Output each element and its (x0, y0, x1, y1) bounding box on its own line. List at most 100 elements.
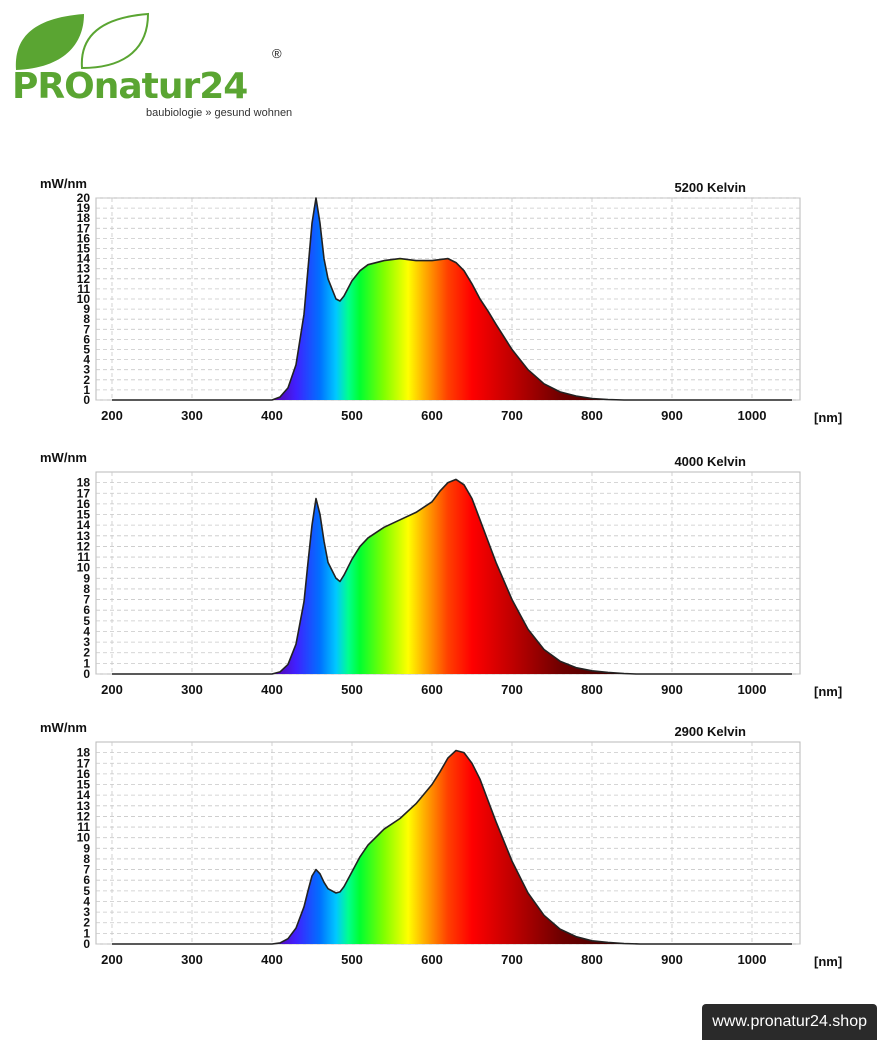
kelvin-annotation: 2900 Kelvin (674, 724, 746, 739)
y-tick-label: 20 (77, 191, 91, 205)
y-tick-label: 11 (77, 282, 90, 296)
y-tick-label: 2 (83, 373, 90, 387)
spectrum-line (112, 197, 792, 401)
y-tick-label: 18 (77, 211, 91, 225)
y-axis-label: mW/nm (40, 450, 87, 465)
y-tick-label: 10 (77, 561, 91, 575)
y-tick-label: 6 (83, 873, 90, 887)
chart-svg: 200 300 400 500 600 700 800 900 1000012345678910… (40, 450, 842, 699)
y-tick-label: 15 (77, 778, 91, 792)
x-tick-label: 200 (101, 408, 123, 423)
x-tick-label: 400 (261, 408, 283, 423)
spectrum-chart-3: 200 300 400 500 600 700 800 900 1000 0 1 2 3 4 5 6 7 8 9 10… (0, 712, 884, 974)
y-tick-label: 17 (77, 756, 91, 770)
y-tick-label: 12 (77, 272, 91, 286)
x-tick-label: 300 (181, 952, 203, 967)
x-tick-label: 500 (341, 952, 363, 967)
kelvin-annotation: 4000 Kelvin (674, 454, 746, 469)
y-tick-label: 13 (77, 799, 91, 813)
x-axis-label: [nm] (814, 684, 842, 699)
spectrum-chart-2: 200 300 400 500 600 700 800 900 1000 0 1 2 3 4 5 6 7 8 9 10… (0, 442, 884, 704)
y-tick-label: 14 (77, 518, 91, 532)
y-tick-label: 13 (77, 529, 91, 543)
x-axis-label: [nm] (814, 954, 842, 969)
y-tick-label: 5 (83, 343, 90, 357)
y-tick-label: 0 (83, 937, 90, 951)
y-tick-label: 9 (83, 841, 90, 855)
x-tick-label: 900 (661, 952, 683, 967)
y-tick-label: 5 (83, 884, 90, 898)
y-tick-label: 2 (83, 646, 90, 660)
y-tick-label: 10 (77, 292, 91, 306)
y-tick-label: 0 (83, 667, 90, 681)
x-tick-label: 700 (501, 952, 523, 967)
x-tick-label: 700 (501, 408, 523, 423)
y-tick-label: 4 (83, 353, 90, 367)
chart-svg: 200 300 400 500 600 700 800 900 1000012345678910… (40, 176, 842, 425)
x-tick-label: 700 (501, 682, 523, 697)
leaf-icon (15, 12, 150, 70)
x-tick-label: 400 (261, 682, 283, 697)
x-tick-label: 300 (181, 682, 203, 697)
x-tick-label: 600 (421, 682, 443, 697)
y-axis-label: mW/nm (40, 720, 87, 735)
y-tick-label: 15 (77, 242, 91, 256)
y-tick-label: 16 (77, 497, 91, 511)
y-tick-label: 18 (77, 476, 91, 490)
website-badge[interactable]: www.pronatur24.shop (702, 1004, 877, 1040)
registered-mark: ® (272, 46, 282, 61)
y-tick-label: 3 (83, 905, 90, 919)
y-tick-label: 14 (77, 788, 91, 802)
x-tick-label: 500 (341, 682, 363, 697)
y-tick-label: 17 (77, 221, 91, 235)
y-tick-label: 12 (77, 809, 91, 823)
y-tick-label: 3 (83, 363, 90, 377)
y-tick-label: 1 (83, 383, 90, 397)
x-tick-label: 300 (181, 408, 203, 423)
x-tick-label: 500 (341, 408, 363, 423)
y-tick-label: 16 (77, 231, 91, 245)
spectrum-area (112, 198, 792, 400)
chart-svg: 200 300 400 500 600 700 800 900 1000012345678910… (40, 720, 842, 969)
x-tick-label: 900 (661, 682, 683, 697)
y-tick-label: 16 (77, 767, 91, 781)
y-tick-label: 14 (77, 252, 91, 266)
y-tick-label: 4 (83, 894, 90, 908)
y-tick-label: 13 (77, 262, 91, 276)
x-tick-label: 800 (581, 682, 603, 697)
y-tick-label: 1 (83, 926, 90, 940)
x-tick-label: 800 (581, 952, 603, 967)
y-tick-label: 15 (77, 508, 91, 522)
y-tick-label: 10 (77, 831, 91, 845)
y-tick-label: 1 (83, 656, 90, 670)
tagline: baubiologie » gesund wohnen (146, 107, 293, 119)
x-tick-label: 400 (261, 952, 283, 967)
y-tick-label: 9 (83, 302, 90, 316)
x-axis-label: [nm] (814, 410, 842, 425)
spectrum-chart-1: 200 300 400 500 600 700 800 900 1000 0 1 2 3 4 5 6 7 8 9 10… (0, 168, 884, 430)
y-tick-label: 2 (83, 916, 90, 930)
spectrum-line (112, 749, 792, 945)
x-tick-label: 1000 (738, 682, 767, 697)
brand-name: PROnatur24 (12, 66, 248, 107)
y-tick-label: 18 (77, 746, 91, 760)
spectrum-area (112, 750, 792, 944)
kelvin-annotation: 5200 Kelvin (674, 180, 746, 195)
x-tick-label: 600 (421, 408, 443, 423)
y-tick-label: 7 (83, 322, 90, 336)
spectrum-area (112, 479, 792, 674)
y-tick-label: 6 (83, 603, 90, 617)
y-axis-label: mW/nm (40, 176, 87, 191)
y-tick-label: 4 (83, 624, 90, 638)
y-tick-label: 0 (83, 393, 90, 407)
y-tick-label: 19 (77, 201, 91, 215)
logo: PROnatur24 ® baubiologie » gesund wohnen (0, 0, 300, 130)
x-tick-label: 900 (661, 408, 683, 423)
y-tick-label: 8 (83, 582, 90, 596)
x-tick-label: 200 (101, 952, 123, 967)
y-tick-label: 11 (77, 550, 90, 564)
y-tick-label: 6 (83, 332, 90, 346)
y-tick-label: 12 (77, 539, 91, 553)
x-tick-label: 800 (581, 408, 603, 423)
y-tick-label: 9 (83, 571, 90, 585)
